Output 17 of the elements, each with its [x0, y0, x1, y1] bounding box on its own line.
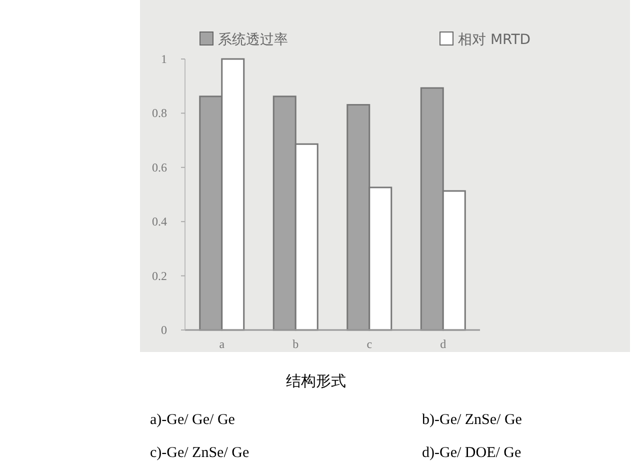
- y-tick-label: 0.4: [152, 214, 167, 229]
- x-tick-label: b: [292, 337, 299, 351]
- text: b)-Ge/ ZnSe/ Ge: [422, 412, 522, 428]
- y-tick-label: 0.8: [152, 106, 167, 120]
- y-tick-label: 0.6: [152, 160, 167, 174]
- x-tick-label: c: [366, 337, 372, 351]
- y-tick-label: 0.2: [152, 268, 167, 283]
- legend-label: 系统透过率: [218, 32, 288, 48]
- text: d)-Ge/ DOE/ Ge: [422, 445, 522, 461]
- text: c)-Ge/ ZnSe/ Ge: [150, 445, 250, 461]
- y-tick-label: 1: [161, 52, 167, 66]
- x-axis-title: 结构形式: [286, 372, 346, 390]
- x-tick-label: a: [219, 337, 226, 351]
- legend-label: 相对 MRTD: [458, 32, 531, 48]
- x-tick-label: d: [440, 337, 446, 351]
- y-tick-label: 0: [161, 323, 167, 337]
- text: a)-Ge/ Ge/ Ge: [150, 412, 236, 428]
